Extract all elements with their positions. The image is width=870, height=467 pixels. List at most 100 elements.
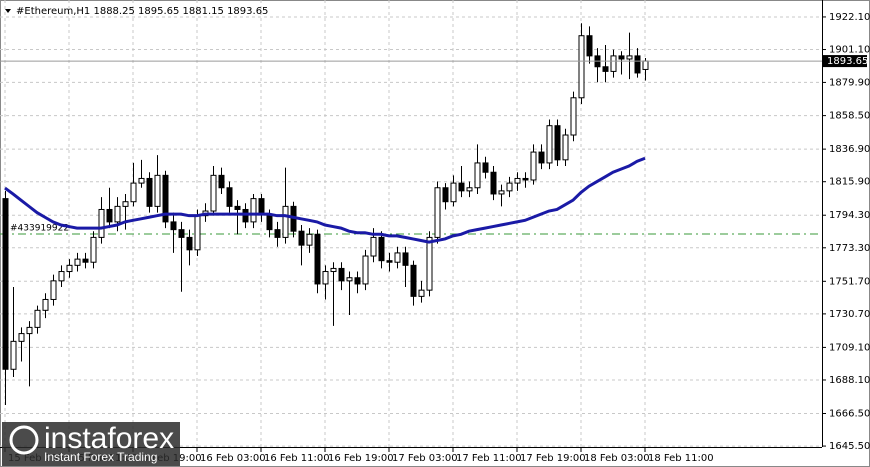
candle-body bbox=[626, 55, 633, 60]
candle-body bbox=[74, 258, 81, 266]
candle-body bbox=[546, 125, 553, 164]
candle-body bbox=[306, 233, 313, 246]
candle-body bbox=[514, 177, 521, 184]
candle-body bbox=[282, 205, 289, 238]
candle-body bbox=[10, 340, 17, 370]
candle-body bbox=[258, 198, 265, 215]
y-tick-label: 1858.50 bbox=[829, 111, 870, 122]
grid bbox=[0, 0, 822, 447]
candle-body bbox=[50, 280, 57, 300]
candle-body bbox=[82, 258, 89, 263]
candle-body bbox=[26, 326, 33, 335]
x-tick-label: 18 Feb 03:00 bbox=[584, 453, 650, 464]
candle-body bbox=[298, 230, 305, 246]
plot: #433919922 bbox=[0, 23, 822, 405]
candle-body bbox=[386, 260, 393, 263]
candle-body bbox=[490, 171, 497, 195]
candle-body bbox=[170, 221, 177, 231]
candle-body bbox=[562, 134, 569, 161]
candle-body bbox=[586, 35, 593, 57]
candle-body bbox=[178, 229, 185, 238]
y-tick-label: 1815.90 bbox=[829, 177, 870, 188]
chart-title: #Ethereum,H1 1888.25 1895.65 1881.15 189… bbox=[16, 6, 268, 17]
menu-arrow bbox=[5, 9, 11, 13]
candle-body bbox=[434, 187, 441, 238]
candle-body bbox=[146, 177, 153, 207]
candle-body bbox=[354, 277, 361, 285]
trade-level-label: #433919922 bbox=[10, 223, 69, 233]
y-tick-label: 1709.10 bbox=[829, 342, 870, 353]
candle-body bbox=[378, 236, 385, 262]
candle-body bbox=[242, 208, 249, 223]
candle-body bbox=[466, 187, 473, 192]
y-tick-label: 1794.30 bbox=[829, 210, 870, 221]
x-tick-label: 16 Feb 03:00 bbox=[200, 453, 266, 464]
candle-body bbox=[194, 215, 201, 251]
x-tick-label: 17 Feb 11:00 bbox=[456, 453, 522, 464]
y-tick-label: 1922.10 bbox=[829, 12, 870, 23]
candle-body bbox=[426, 236, 433, 291]
candle-body bbox=[618, 55, 625, 60]
candle-body bbox=[234, 205, 241, 210]
x-tick-label: 17 Feb 19:00 bbox=[520, 453, 586, 464]
candle-body bbox=[418, 289, 425, 297]
x-tick-label: 18 Feb 11:00 bbox=[648, 453, 714, 464]
candle-body bbox=[578, 35, 585, 99]
candle-body bbox=[154, 174, 161, 207]
candle-body bbox=[602, 66, 609, 72]
candle-body bbox=[370, 236, 377, 257]
candle-body bbox=[634, 55, 641, 74]
candle-body bbox=[642, 60, 649, 70]
candle-body bbox=[114, 205, 121, 223]
candle-body bbox=[314, 233, 321, 285]
candle-body bbox=[530, 151, 537, 181]
candle-body bbox=[210, 174, 217, 212]
candle-body bbox=[402, 252, 409, 266]
candle-body bbox=[522, 177, 529, 181]
candle-body bbox=[218, 174, 225, 189]
candle-body bbox=[138, 177, 145, 184]
candle-body bbox=[554, 125, 561, 161]
candle-body bbox=[482, 162, 489, 173]
x-tick-label: 16 Feb 19:00 bbox=[328, 453, 394, 464]
candle-body bbox=[346, 277, 353, 282]
candle-body bbox=[66, 264, 73, 273]
candle-body bbox=[410, 264, 417, 297]
y-tick-label: 1666.50 bbox=[829, 408, 870, 419]
price-label: 1893.65 bbox=[827, 56, 868, 67]
candle-body bbox=[362, 255, 369, 285]
candle-body bbox=[610, 55, 617, 72]
candle-body bbox=[266, 213, 273, 231]
candle-body bbox=[274, 229, 281, 238]
watermark-tagline: Instant Forex Trading bbox=[44, 450, 157, 464]
candle-body bbox=[538, 151, 545, 164]
y-tick-label: 1730.70 bbox=[829, 309, 870, 320]
watermark-logo bbox=[9, 425, 39, 455]
candle-body bbox=[394, 252, 401, 263]
candle-body bbox=[442, 187, 449, 203]
y-tick-label: 1836.90 bbox=[829, 144, 870, 155]
y-tick-label: 1879.90 bbox=[829, 77, 870, 88]
y-tick-label: 1645.50 bbox=[829, 441, 870, 452]
y-tick-label: 1751.70 bbox=[829, 276, 870, 287]
candle-body bbox=[498, 190, 505, 195]
candle-body bbox=[458, 182, 465, 192]
x-tick-label: 16 Feb 11:00 bbox=[264, 453, 330, 464]
candle-body bbox=[186, 236, 193, 251]
candle-body bbox=[250, 198, 257, 223]
candle-body bbox=[330, 267, 337, 273]
candle-body bbox=[18, 333, 25, 342]
candle-body bbox=[58, 271, 65, 282]
x-tick-label: 17 Feb 03:00 bbox=[392, 453, 458, 464]
candle-body bbox=[34, 309, 41, 328]
watermark-brand: instaforex bbox=[44, 422, 174, 455]
candle-body bbox=[90, 236, 97, 263]
candle-body bbox=[226, 187, 233, 207]
candle-body bbox=[338, 267, 345, 282]
candle-body bbox=[570, 97, 577, 136]
candle-body bbox=[2, 198, 9, 370]
candle-body bbox=[98, 208, 105, 238]
candle-body bbox=[122, 201, 129, 207]
candle-body bbox=[474, 162, 481, 189]
